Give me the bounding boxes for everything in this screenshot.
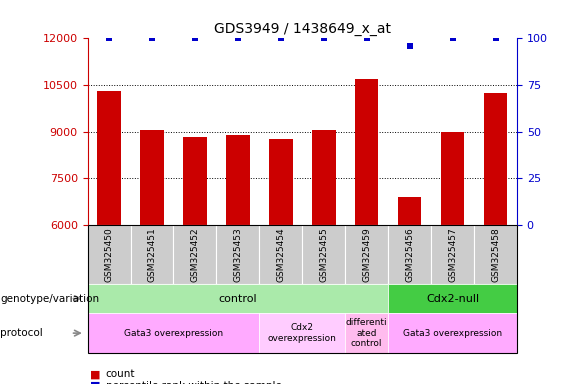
- Bar: [355, 79, 379, 225]
- Text: GSM325451: GSM325451: [147, 227, 157, 282]
- Text: differenti
ated
control: differenti ated control: [346, 318, 388, 348]
- Text: GSM325457: GSM325457: [448, 227, 457, 282]
- Text: GSM325455: GSM325455: [319, 227, 328, 282]
- Text: GSM325452: GSM325452: [190, 227, 199, 282]
- Bar: [140, 130, 164, 225]
- Text: GSM325454: GSM325454: [276, 227, 285, 282]
- Text: GSM325458: GSM325458: [491, 227, 500, 282]
- Bar: [484, 93, 507, 225]
- Title: GDS3949 / 1438649_x_at: GDS3949 / 1438649_x_at: [214, 22, 391, 36]
- Text: protocol: protocol: [0, 328, 43, 338]
- Bar: [312, 130, 336, 225]
- Text: control: control: [219, 293, 257, 304]
- Bar: [269, 139, 293, 225]
- Text: Gata3 overexpression: Gata3 overexpression: [124, 329, 223, 338]
- Text: Gata3 overexpression: Gata3 overexpression: [403, 329, 502, 338]
- Text: count: count: [106, 369, 135, 379]
- Text: ■: ■: [90, 381, 101, 384]
- Bar: [97, 91, 121, 225]
- Bar: [441, 132, 464, 225]
- Text: GSM325453: GSM325453: [233, 227, 242, 282]
- Text: GSM325450: GSM325450: [105, 227, 114, 282]
- Text: GSM325456: GSM325456: [405, 227, 414, 282]
- Text: percentile rank within the sample: percentile rank within the sample: [106, 381, 281, 384]
- Bar: [183, 137, 207, 225]
- Bar: [226, 135, 250, 225]
- Text: genotype/variation: genotype/variation: [0, 293, 99, 304]
- Text: Cdx2-null: Cdx2-null: [426, 293, 479, 304]
- Text: GSM325459: GSM325459: [362, 227, 371, 282]
- Bar: [398, 197, 421, 225]
- Text: ■: ■: [90, 369, 101, 379]
- Text: Cdx2
overexpression: Cdx2 overexpression: [268, 323, 337, 343]
